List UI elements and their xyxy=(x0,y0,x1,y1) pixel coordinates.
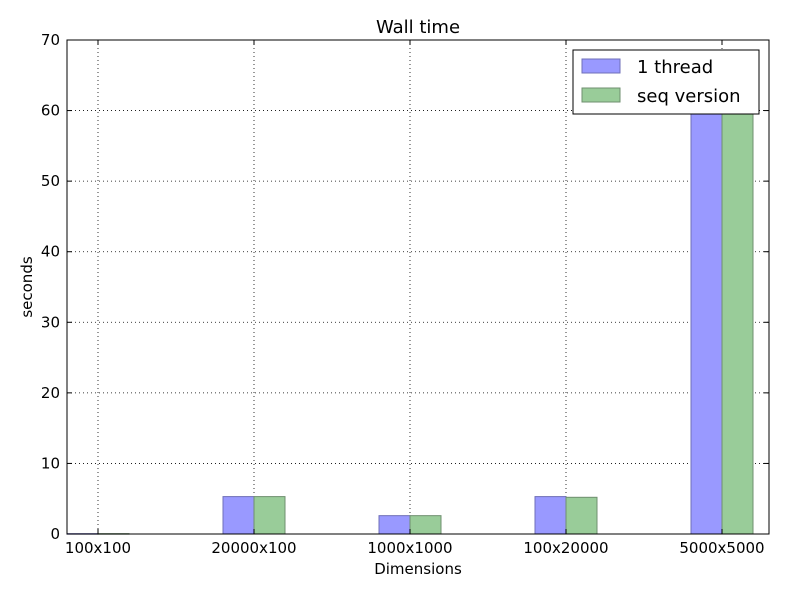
bar-seq-version-5000x5000 xyxy=(721,74,754,535)
bar-1-thread-1000x1000 xyxy=(378,515,411,535)
x-tick-label: 20000x100 xyxy=(211,539,296,557)
y-tick-label: 0 xyxy=(50,525,60,543)
bar-seq-version-100x20000 xyxy=(565,496,598,535)
legend-label-seq-version: seq version xyxy=(637,86,741,107)
legend-label-1-thread: 1 thread xyxy=(637,57,713,78)
bar-1-thread-100x20000 xyxy=(534,496,567,535)
y-tick-label: 70 xyxy=(41,31,60,49)
y-tick-label: 20 xyxy=(41,384,60,402)
bar-1-thread-20000x100 xyxy=(222,496,255,535)
y-tick-label: 60 xyxy=(41,102,60,120)
bar-1-thread-5000x5000 xyxy=(690,74,723,535)
x-tick-label: 5000x5000 xyxy=(679,539,764,557)
legend: 1 thread seq version xyxy=(572,49,760,115)
y-tick-label: 40 xyxy=(41,243,60,261)
x-axis-label: Dimensions xyxy=(374,560,462,578)
plot-area-frame xyxy=(66,39,770,535)
tick-labels: 0 10 20 30 40 50 60 70 100x100 20000x100 1000x1000… xyxy=(41,31,765,557)
y-tick-label: 30 xyxy=(41,313,60,331)
axis-ticks xyxy=(67,39,769,535)
x-tick-label: 100x20000 xyxy=(523,539,608,557)
bar-seq-version-20000x100 xyxy=(253,496,286,535)
y-tick-label: 10 xyxy=(41,454,60,472)
x-tick-label: 1000x1000 xyxy=(367,539,452,557)
chart-title: Wall time xyxy=(376,17,460,38)
x-tick-label: 100x100 xyxy=(65,539,131,557)
legend-swatch-seq-version xyxy=(581,87,621,103)
bar-seq-version-1000x1000 xyxy=(409,515,442,535)
legend-swatch-1-thread xyxy=(581,58,621,74)
y-axis-label: seconds xyxy=(18,256,36,317)
y-tick-label: 50 xyxy=(41,172,60,190)
